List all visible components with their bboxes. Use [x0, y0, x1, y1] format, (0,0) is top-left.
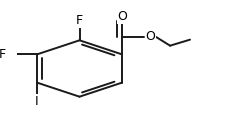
- Text: O: O: [117, 10, 127, 23]
- Text: F: F: [76, 14, 83, 27]
- Text: F: F: [0, 48, 6, 61]
- Text: O: O: [145, 30, 154, 43]
- Text: I: I: [35, 95, 39, 108]
